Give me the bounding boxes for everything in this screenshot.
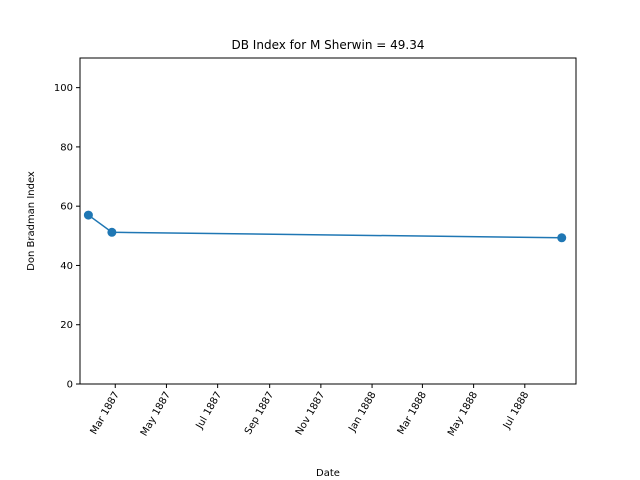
y-tick-label: 80 — [60, 142, 73, 153]
plot-area — [83, 210, 567, 243]
y-tick-label: 0 — [67, 380, 73, 391]
data-point — [107, 227, 117, 237]
y-tick-label: 40 — [60, 261, 73, 272]
data-point — [557, 233, 567, 243]
x-axis-label: Date — [316, 468, 340, 479]
plot-frame — [79, 57, 577, 385]
data-point — [83, 210, 93, 220]
y-axis: 0 20 40 60 80 100 — [54, 83, 80, 391]
y-tick-label: 100 — [54, 83, 73, 94]
y-tick-label: 60 — [60, 202, 73, 213]
y-axis-label: Don Bradman Index — [26, 171, 37, 271]
y-tick-label: 20 — [60, 320, 73, 331]
chart-title: DB Index for M Sherwin = 49.34 — [232, 38, 425, 52]
